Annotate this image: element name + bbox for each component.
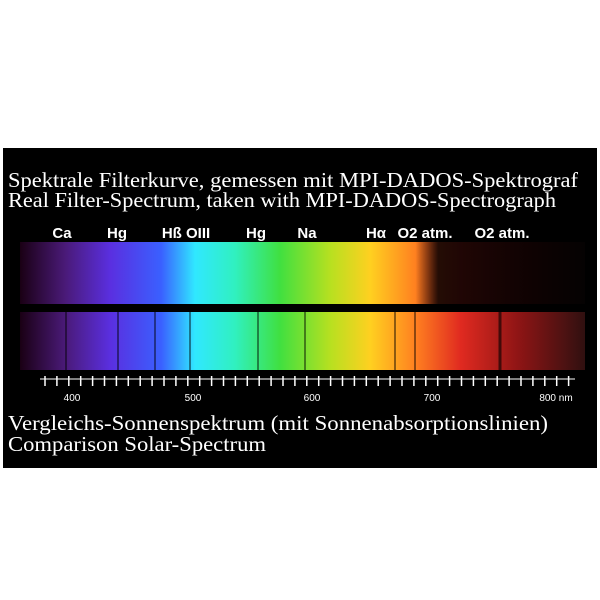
absorption-lines: [65, 312, 502, 370]
line-label: Hß OIII: [162, 225, 210, 242]
title-en: Real Filter-Spectrum, taken with MPI-DAD…: [8, 188, 557, 212]
scale-label: 500: [185, 393, 202, 404]
title-de: Spektrale Filterkurve, gemessen mit MPI-…: [8, 168, 578, 192]
line-label: Na: [297, 225, 317, 242]
caption-de: Vergleichs-Sonnenspektrum (mit Sonnenabs…: [8, 411, 548, 435]
filter-cutoff: [20, 242, 585, 304]
line-label: Hα: [366, 225, 387, 242]
scale-label: 700: [424, 393, 441, 404]
line-label: Hg: [246, 225, 266, 242]
line-label: O2 atm.: [474, 225, 529, 242]
line-label: Hg: [107, 225, 127, 242]
scale-ticks: 400 500 600 700 800 nm: [44, 376, 573, 404]
line-labels: Ca Hg Hß OIII Hg Na Hα O2 atm. O2 atm.: [52, 225, 529, 242]
scale-label: 400: [64, 393, 81, 404]
line-label: O2 atm.: [397, 225, 452, 242]
line-label: Ca: [52, 225, 72, 242]
separator: [20, 304, 415, 309]
solar-spectrum: [20, 312, 585, 370]
scale-label: 800 nm: [539, 393, 572, 404]
scale-label: 600: [304, 393, 321, 404]
caption-en: Comparison Solar-Spectrum: [8, 432, 266, 456]
